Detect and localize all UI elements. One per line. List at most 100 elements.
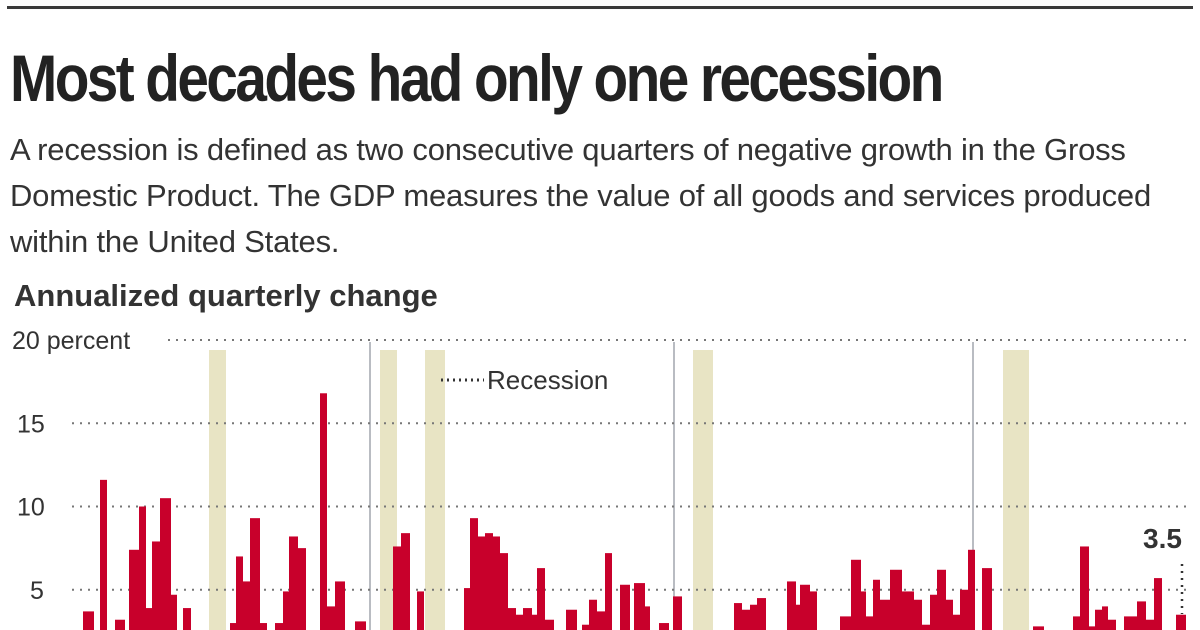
bar [152,541,160,630]
bar [1154,578,1162,630]
chart-description: A recession is defined as two consecutiv… [10,132,1151,259]
bar [275,623,283,630]
bar [417,591,424,630]
bar [508,608,516,630]
recession-band [425,350,445,630]
bar [734,603,742,630]
bar [100,479,107,630]
bar [493,536,500,630]
bar [866,616,873,630]
bar [250,518,260,630]
decade-dividers [369,342,974,630]
bar [1176,614,1186,630]
bar [139,506,146,630]
y-tick-label: 5 [30,577,44,605]
bar [259,623,267,630]
bar [129,549,139,630]
legend: Recession [441,365,608,395]
bar [401,533,410,630]
last-value-callout: 3.5 [1143,523,1184,614]
bar [757,598,766,630]
bar [1124,616,1137,630]
bar [1137,601,1146,630]
bar [1146,619,1154,630]
bar [1073,616,1080,630]
bar [145,608,152,630]
bar [355,621,366,630]
bar [946,599,953,630]
bar [953,614,960,630]
bar [532,614,538,630]
bar [982,568,992,630]
bar [160,498,171,630]
bar [851,559,861,630]
top-rule [7,6,1193,9]
bar [860,591,866,630]
bar [620,584,630,630]
bar [589,599,597,630]
bar [659,623,669,630]
bar [230,623,237,630]
bar [750,604,757,630]
bar [289,536,298,630]
bar [800,584,810,630]
bar [582,624,590,630]
y-axis-labels: 20 percent 15 10 5 [12,327,130,605]
bar [516,614,524,630]
bar [298,548,306,630]
y-tick-label: 10 [17,494,45,522]
bar [169,594,177,630]
bar [1033,626,1044,630]
bar [115,619,125,630]
y-tick-label: 15 [17,410,45,438]
bar [393,546,402,630]
bar [922,624,930,630]
bar [1095,609,1102,630]
bar [236,556,243,630]
bar [741,609,750,630]
bar [1080,546,1089,630]
y-tick-label: 20 percent [12,327,130,355]
chart-subtitle: Annualized quarterly change [14,278,438,313]
bar [880,599,890,630]
bar [283,591,289,630]
bar [327,606,335,630]
bar [787,581,796,630]
bar [795,604,800,630]
bar [968,549,975,630]
bar [335,581,345,630]
bar [673,596,682,630]
bar [914,599,922,630]
bar [537,568,545,630]
bar [477,536,485,630]
bar [545,619,554,630]
last-value-label: 3.5 [1143,523,1182,554]
bar [634,583,645,630]
bar [566,609,577,630]
bar [183,608,191,630]
bar [243,581,250,630]
bar [930,594,937,630]
bar [937,569,946,630]
bar [1108,619,1116,630]
bar [597,611,605,630]
legend-recession-label: Recession [487,365,608,395]
bar [470,518,478,630]
bar [464,588,472,630]
bar [840,616,851,630]
recession-band [380,350,397,630]
bar [644,606,650,630]
bar [810,591,817,630]
bar [1102,606,1108,630]
bar [960,589,968,630]
bar [83,611,94,630]
bars [83,393,1186,630]
bar [485,533,493,630]
recession-band [209,350,226,630]
bar [523,608,532,630]
bar [902,591,914,630]
recession-bands [209,350,1029,630]
bar [873,579,880,630]
recession-band [693,350,713,630]
